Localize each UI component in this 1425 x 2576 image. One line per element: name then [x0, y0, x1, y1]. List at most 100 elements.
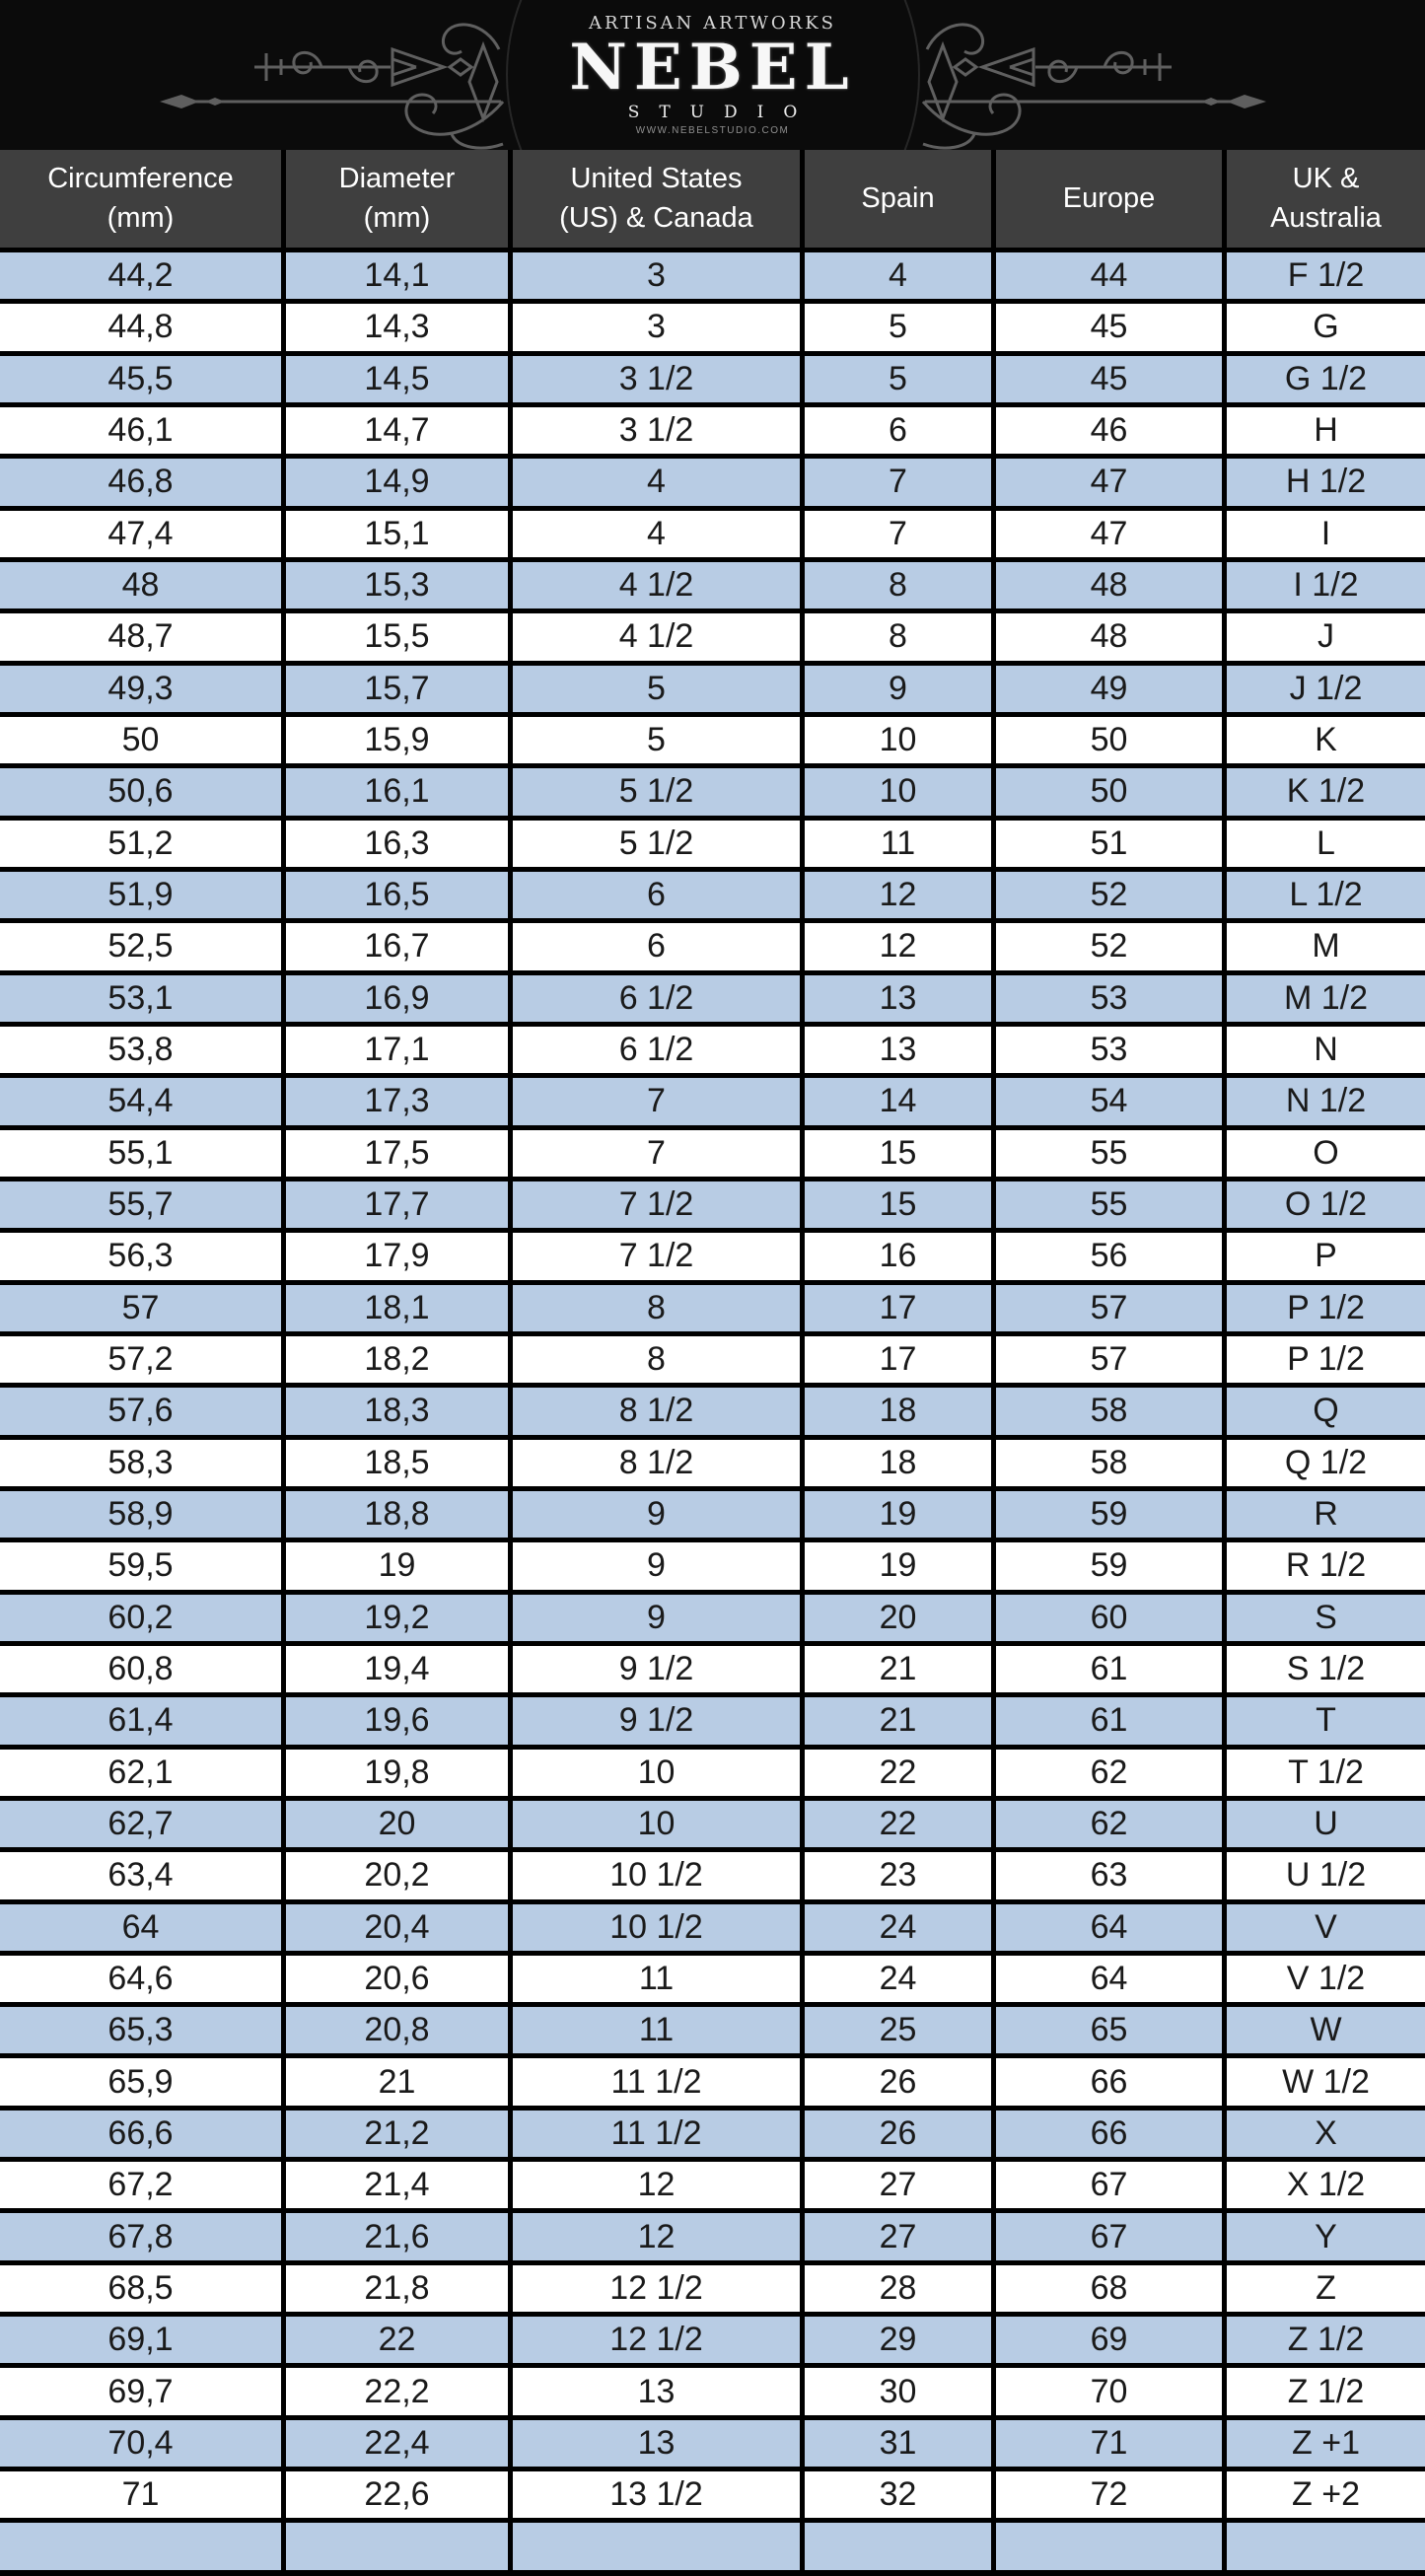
table-row: 59,5 19 9 19 59 R 1/2 [0, 1542, 1425, 1595]
cell-diameter-mm: 22 [286, 2317, 513, 2364]
cell-europe: 47 [996, 459, 1227, 506]
cell-spain: 8 [805, 613, 996, 661]
cell-europe: 67 [996, 2162, 1227, 2209]
cell-uk-australia: J 1/2 [1227, 665, 1425, 712]
cell-circumference-mm: 49,3 [0, 665, 286, 712]
cell-us-canada: 4 [513, 510, 805, 557]
cell-spain: 26 [805, 2058, 996, 2106]
cell-us-canada: 4 [513, 459, 805, 506]
cell-uk-australia: J [1227, 613, 1425, 661]
cell-diameter-mm: 14,1 [286, 252, 513, 300]
cell-circumference-mm: 51,9 [0, 871, 286, 919]
column-header-line: Europe [1062, 181, 1156, 214]
cell-us-canada: 10 [513, 1800, 805, 1848]
cell-uk-australia: Z +1 [1227, 2419, 1425, 2468]
cell-uk-australia: U [1227, 1800, 1425, 1848]
cell-us-canada: 7 1/2 [513, 1181, 805, 1229]
cell-diameter-mm: 15,3 [286, 561, 513, 609]
cell-spain: 23 [805, 1852, 996, 1899]
cell-uk-australia: G [1227, 304, 1425, 351]
cell-europe: 68 [996, 2264, 1227, 2313]
table-row: 46,1 14,7 3 1/2 6 46 H [0, 406, 1425, 460]
cell-europe: 56 [996, 1233, 1227, 1280]
cell-circumference-mm: 44,2 [0, 252, 286, 300]
cell-uk-australia: I [1227, 510, 1425, 557]
cell-circumference-mm: 65,3 [0, 2007, 286, 2054]
cell-circumference-mm: 47,4 [0, 510, 286, 557]
cell-us-canada: 10 [513, 1749, 805, 1796]
cell-uk-australia: Z [1227, 2264, 1425, 2313]
cell-uk-australia: X [1227, 2110, 1425, 2158]
table-row: 66,6 21,2 11 1/2 26 66 X [0, 2110, 1425, 2163]
table-row: 57,2 18,2 8 17 57 P 1/2 [0, 1335, 1425, 1389]
cell-uk-australia: K [1227, 716, 1425, 764]
table-row: 67,2 21,4 12 27 67 X 1/2 [0, 2162, 1425, 2214]
cell-spain: 13 [805, 974, 996, 1022]
cell-us-canada: 5 1/2 [513, 768, 805, 816]
cell-uk-australia: R [1227, 1490, 1425, 1538]
cell-us-canada: 6 [513, 871, 805, 919]
cell-diameter-mm: 14,7 [286, 406, 513, 455]
cell-europe: 61 [996, 1645, 1227, 1693]
cell-diameter-mm: 19,4 [286, 1645, 513, 1693]
cell-spain: 5 [805, 304, 996, 351]
cell-us-canada: 13 [513, 2368, 805, 2415]
cell-diameter-mm: 18,5 [286, 1439, 513, 1486]
cell-spain: 17 [805, 1284, 996, 1331]
cell-uk-australia [1227, 2523, 1425, 2570]
cell-spain: 4 [805, 252, 996, 300]
cell-us-canada: 6 1/2 [513, 974, 805, 1022]
cell-us-canada: 3 1/2 [513, 355, 805, 402]
table-row: 44,8 14,3 3 5 45 G [0, 304, 1425, 356]
cell-uk-australia: O 1/2 [1227, 1181, 1425, 1229]
cell-diameter-mm: 17,1 [286, 1026, 513, 1074]
cell-europe: 58 [996, 1439, 1227, 1486]
cell-spain: 31 [805, 2419, 996, 2468]
cell-circumference-mm: 64,6 [0, 1955, 286, 2003]
table-row: 62,7 20 10 22 62 U [0, 1800, 1425, 1853]
cell-us-canada: 10 1/2 [513, 1852, 805, 1899]
cell-diameter-mm: 20,6 [286, 1955, 513, 2003]
table-row: 55,1 17,5 7 15 55 O [0, 1129, 1425, 1181]
emblem-circle-decoration [505, 0, 920, 150]
cell-diameter-mm: 20,8 [286, 2007, 513, 2054]
cell-uk-australia: H 1/2 [1227, 459, 1425, 506]
cell-europe: 64 [996, 1903, 1227, 1951]
cell-us-canada: 7 [513, 1129, 805, 1177]
cell-europe: 50 [996, 768, 1227, 816]
cell-spain: 13 [805, 1026, 996, 1074]
cell-us-canada: 10 1/2 [513, 1903, 805, 1951]
cell-circumference-mm: 61,4 [0, 1697, 286, 1745]
cell-circumference-mm: 63,4 [0, 1852, 286, 1899]
cell-diameter-mm: 15,5 [286, 613, 513, 661]
flourish-left-icon [159, 23, 504, 150]
cell-spain: 32 [805, 2471, 996, 2519]
cell-europe: 48 [996, 613, 1227, 661]
table-row: 49,3 15,7 5 9 49 J 1/2 [0, 665, 1425, 717]
cell-diameter-mm: 17,5 [286, 1129, 513, 1177]
cell-circumference-mm: 55,7 [0, 1181, 286, 1229]
cell-europe: 54 [996, 1078, 1227, 1125]
cell-circumference-mm: 48 [0, 561, 286, 609]
cell-us-canada: 3 [513, 252, 805, 300]
table-row: 70,4 22,4 13 31 71 Z +1 [0, 2419, 1425, 2472]
table-row: 62,1 19,8 10 22 62 T 1/2 [0, 1749, 1425, 1801]
table-row: 65,9 21 11 1/2 26 66 W 1/2 [0, 2058, 1425, 2111]
cell-us-canada: 6 [513, 923, 805, 970]
cell-spain: 28 [805, 2264, 996, 2313]
cell-europe: 47 [996, 510, 1227, 557]
table-row: 56,3 17,9 7 1/2 16 56 P [0, 1233, 1425, 1285]
cell-europe: 69 [996, 2317, 1227, 2364]
cell-uk-australia: T 1/2 [1227, 1749, 1425, 1796]
cell-circumference-mm: 62,1 [0, 1749, 286, 1796]
cell-europe: 63 [996, 1852, 1227, 1899]
cell-circumference-mm: 52,5 [0, 923, 286, 970]
cell-europe: 57 [996, 1335, 1227, 1384]
cell-circumference-mm: 67,8 [0, 2213, 286, 2260]
cell-circumference-mm: 68,5 [0, 2264, 286, 2313]
cell-spain [805, 2523, 996, 2570]
column-header-line: UK & [1292, 163, 1360, 195]
cell-uk-australia: R 1/2 [1227, 1542, 1425, 1590]
cell-europe: 50 [996, 716, 1227, 764]
